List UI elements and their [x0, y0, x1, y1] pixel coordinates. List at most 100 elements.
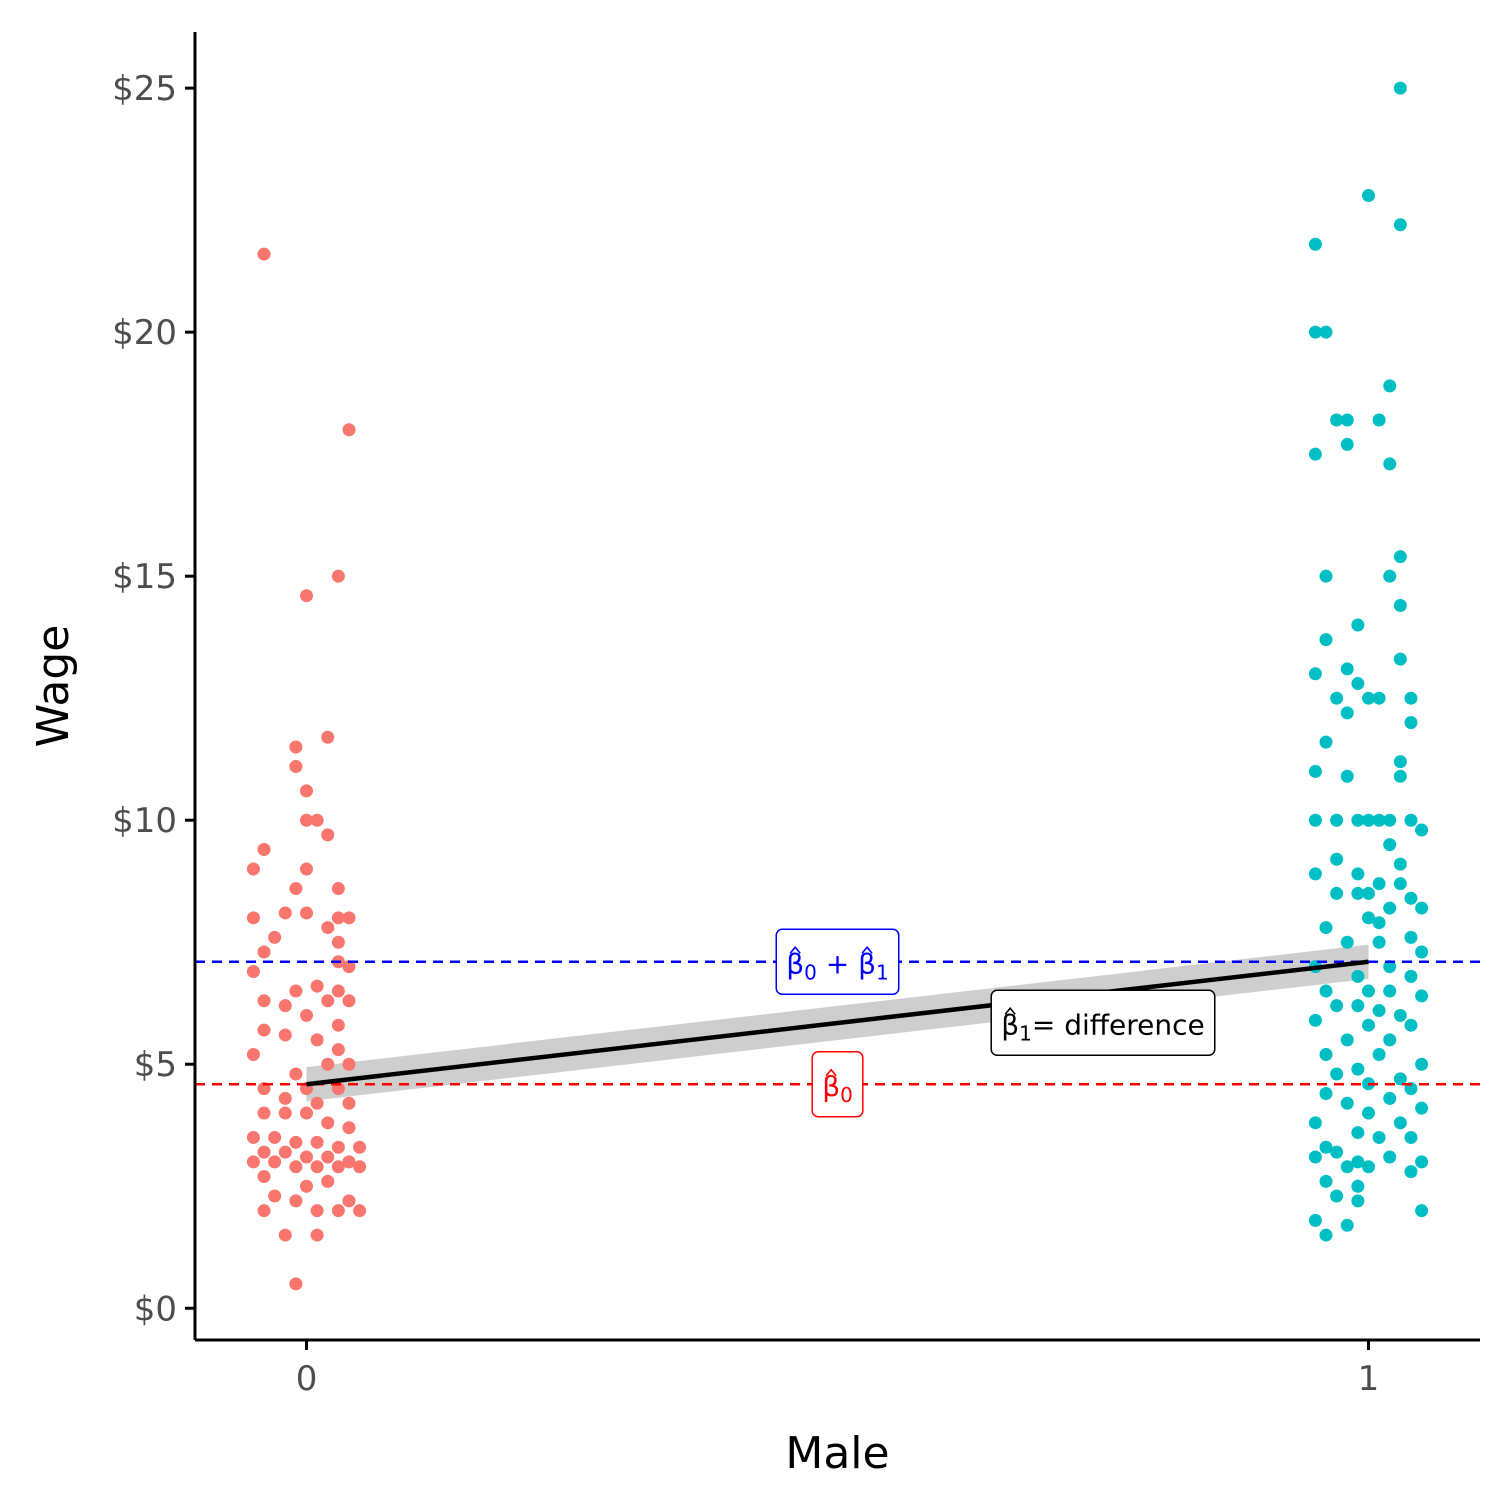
data-point-group-0 [300, 1008, 314, 1022]
data-point-group-0 [310, 1160, 324, 1174]
data-point-group-1 [1383, 1033, 1397, 1047]
data-point-group-1 [1361, 1160, 1375, 1174]
data-point-group-1 [1308, 867, 1322, 881]
data-point-group-0 [257, 945, 271, 959]
data-point-group-0 [257, 1204, 271, 1218]
data-point-group-0 [321, 828, 335, 842]
data-point-group-1 [1383, 960, 1397, 974]
data-point-group-0 [300, 784, 314, 798]
data-point-group-1 [1415, 901, 1429, 915]
data-point-group-0 [289, 1135, 303, 1149]
data-point-group-1 [1415, 1057, 1429, 1071]
data-point-group-1 [1330, 886, 1344, 900]
data-point-group-1 [1393, 1116, 1407, 1130]
annotation-part: 0 [840, 1083, 853, 1107]
data-point-group-0 [331, 984, 345, 998]
data-point-group-0 [342, 1057, 356, 1071]
data-point-group-1 [1330, 1145, 1344, 1159]
hat-mark [861, 946, 873, 954]
data-point-group-1 [1340, 662, 1354, 676]
data-point-group-1 [1340, 1218, 1354, 1232]
y-tick-label: $5 [134, 1045, 177, 1085]
y-axis-title: Wage [28, 625, 79, 748]
data-point-group-0 [300, 589, 314, 603]
data-point-group-0 [331, 1204, 345, 1218]
data-point-group-0 [321, 730, 335, 744]
data-point-group-1 [1340, 935, 1354, 949]
data-point-group-1 [1308, 237, 1322, 251]
data-point-group-1 [1361, 911, 1375, 925]
beta0-label-text: β0 [822, 1070, 853, 1107]
data-point-group-1 [1404, 1018, 1418, 1032]
data-point-group-1 [1308, 667, 1322, 681]
data-point-group-0 [331, 911, 345, 925]
data-point-group-1 [1372, 413, 1386, 427]
data-point-group-1 [1351, 677, 1365, 691]
data-point-group-1 [1308, 1116, 1322, 1130]
data-point-group-1 [1383, 457, 1397, 471]
points-layer [246, 81, 1429, 1291]
annotation-part: + [817, 947, 858, 980]
data-point-group-1 [1361, 886, 1375, 900]
data-point-group-0 [342, 1194, 356, 1208]
data-point-group-0 [331, 1018, 345, 1032]
annotation-part: 0 [804, 960, 817, 984]
data-point-group-0 [353, 1204, 367, 1218]
beta0-label-box [811, 1051, 864, 1118]
data-point-group-1 [1351, 999, 1365, 1013]
data-point-group-1 [1340, 1033, 1354, 1047]
data-point-group-1 [1308, 447, 1322, 461]
data-point-group-1 [1383, 984, 1397, 998]
data-point-group-0 [331, 1043, 345, 1057]
data-point-group-0 [353, 1140, 367, 1154]
data-point-group-1 [1361, 813, 1375, 827]
data-point-group-0 [289, 984, 303, 998]
data-point-group-1 [1351, 1155, 1365, 1169]
data-point-group-1 [1319, 633, 1333, 647]
data-point-group-1 [1308, 1213, 1322, 1227]
data-point-group-1 [1404, 1130, 1418, 1144]
data-point-group-1 [1372, 916, 1386, 930]
y-tick-label: $10 [112, 801, 177, 841]
data-point-group-1 [1383, 901, 1397, 915]
data-point-group-1 [1330, 691, 1344, 705]
data-point-group-0 [300, 906, 314, 920]
data-point-group-0 [310, 1228, 324, 1242]
data-point-group-0 [300, 1106, 314, 1120]
data-point-group-0 [321, 921, 335, 935]
data-point-group-1 [1393, 769, 1407, 783]
data-point-group-0 [268, 1189, 282, 1203]
data-point-group-1 [1330, 813, 1344, 827]
hat-mark [1004, 1007, 1016, 1015]
data-point-group-1 [1319, 984, 1333, 998]
data-point-group-1 [1319, 921, 1333, 935]
data-point-group-0 [289, 740, 303, 754]
data-point-group-1 [1351, 1062, 1365, 1076]
data-point-group-1 [1340, 706, 1354, 720]
data-point-group-1 [1351, 1126, 1365, 1140]
beta0-plus-beta1-label-text: β0 + β1 [786, 947, 888, 984]
data-point-group-1 [1319, 1087, 1333, 1101]
data-point-group-0 [310, 1204, 324, 1218]
axes-layer: $0 $5 $10 $15 $20 $25 0 1 [112, 32, 1480, 1399]
data-point-group-1 [1319, 735, 1333, 749]
data-point-group-1 [1330, 1067, 1344, 1081]
data-point-group-1 [1340, 413, 1354, 427]
data-point-group-1 [1383, 1150, 1397, 1164]
data-point-group-1 [1404, 969, 1418, 983]
data-point-group-0 [310, 979, 324, 993]
x-axis-title: Male [785, 1428, 889, 1479]
data-point-group-0 [246, 911, 260, 925]
data-point-group-1 [1308, 764, 1322, 778]
data-point-group-1 [1415, 945, 1429, 959]
data-point-group-1 [1415, 823, 1429, 837]
data-point-group-0 [342, 1155, 356, 1169]
data-point-group-1 [1372, 935, 1386, 949]
data-point-group-1 [1351, 867, 1365, 881]
data-point-group-0 [342, 960, 356, 974]
data-point-group-0 [257, 1023, 271, 1037]
data-point-group-0 [300, 862, 314, 876]
data-point-group-0 [300, 813, 314, 827]
data-point-group-1 [1319, 569, 1333, 583]
